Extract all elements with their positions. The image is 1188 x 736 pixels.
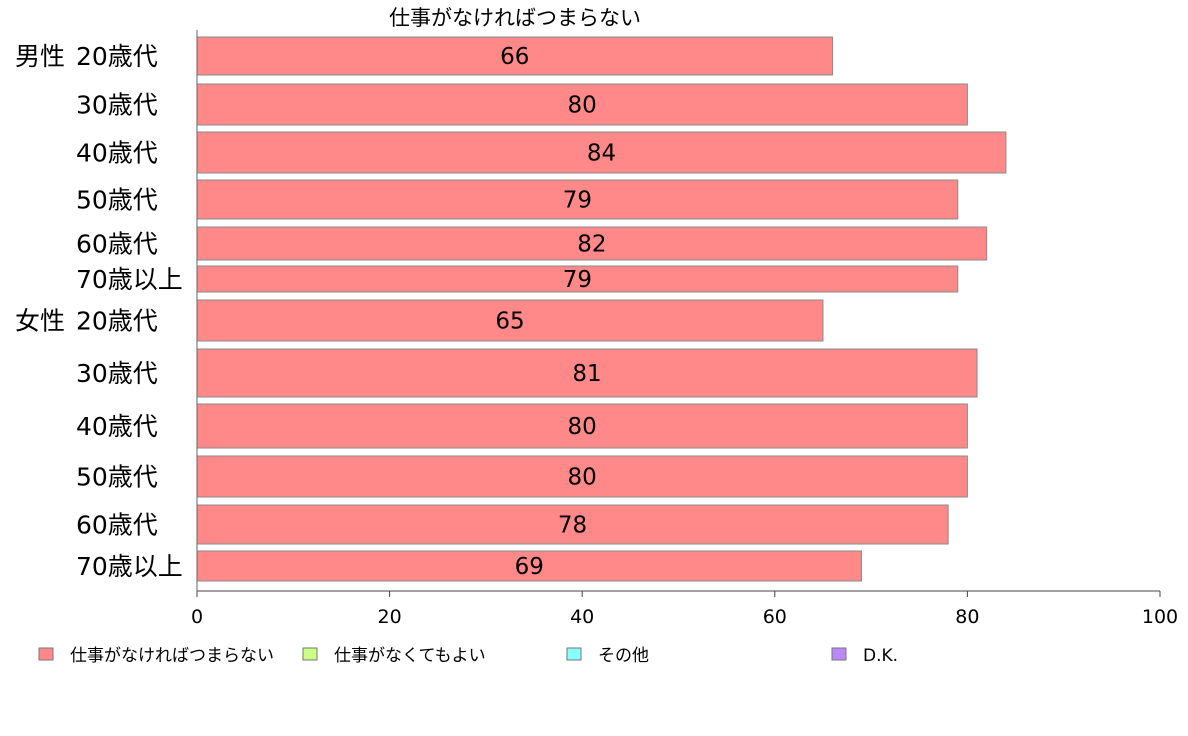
bar — [196, 226, 988, 261]
data-label: 80 — [568, 414, 597, 440]
legend-swatch — [302, 647, 318, 661]
x-axis: 0 20 40 60 80 100 — [191, 30, 1178, 628]
category-label: 70歳以上 — [76, 552, 183, 581]
category-label: 20歳代 — [76, 42, 158, 71]
x-tick-label: 100 — [1142, 606, 1178, 628]
group-label: 女性 — [15, 307, 65, 336]
category-label: 50歳代 — [76, 463, 158, 492]
bar — [196, 131, 1007, 174]
category-label: 20歳代 — [76, 307, 158, 336]
data-label: 79 — [563, 267, 592, 293]
category-label: 40歳代 — [76, 139, 158, 168]
data-label: 80 — [568, 465, 597, 491]
category-label: 70歳以上 — [76, 265, 183, 294]
category-label: 40歳代 — [76, 412, 158, 441]
category-label: 30歳代 — [76, 91, 158, 120]
category-label: 60歳代 — [76, 230, 158, 259]
data-label: 78 — [558, 513, 587, 539]
legend-label: D.K. — [863, 646, 898, 666]
data-label: 80 — [568, 93, 597, 119]
category-label: 60歳代 — [76, 511, 158, 540]
category-label: 50歳代 — [76, 186, 158, 215]
group-label: 男性 — [15, 42, 65, 71]
data-label: 81 — [572, 361, 601, 387]
x-tick-label: 0 — [191, 606, 203, 628]
bar — [196, 179, 959, 220]
legend-swatch — [831, 647, 847, 661]
data-label: 79 — [563, 188, 592, 214]
data-label: 84 — [587, 141, 616, 167]
x-tick-label: 80 — [955, 606, 979, 628]
bar — [196, 455, 968, 498]
legend-label: 仕事がなければつまらない — [70, 646, 274, 666]
category-label: 30歳代 — [76, 359, 158, 388]
value-labels: 66 80 84 79 82 79 65 81 80 80 78 69 — [495, 44, 616, 580]
data-label: 66 — [500, 44, 529, 70]
data-label: 69 — [515, 554, 544, 580]
category-labels: 20歳代 30歳代 40歳代 50歳代 60歳代 70歳以上 20歳代 30歳代 40歳代 50歳… — [15, 42, 183, 581]
bar — [196, 550, 862, 582]
bar — [196, 36, 834, 76]
data-label: 65 — [495, 309, 524, 335]
bar — [196, 299, 824, 342]
x-tick-label: 60 — [763, 606, 787, 628]
bar — [196, 83, 968, 126]
legend-label: その他 — [598, 646, 649, 666]
bars-layer — [196, 36, 1007, 582]
legend-swatch — [566, 647, 582, 661]
legend-label: 仕事がなくてもよい — [334, 646, 486, 666]
legend-swatch — [38, 647, 54, 661]
chart-title: 仕事がなければつまらない — [389, 6, 641, 30]
x-tick-label: 40 — [570, 606, 594, 628]
x-tick-label: 20 — [378, 606, 402, 628]
data-label: 82 — [577, 232, 606, 258]
legend: 仕事がなければつまらない 仕事がなくてもよい その他 D.K. — [38, 646, 898, 666]
bar — [196, 504, 949, 545]
